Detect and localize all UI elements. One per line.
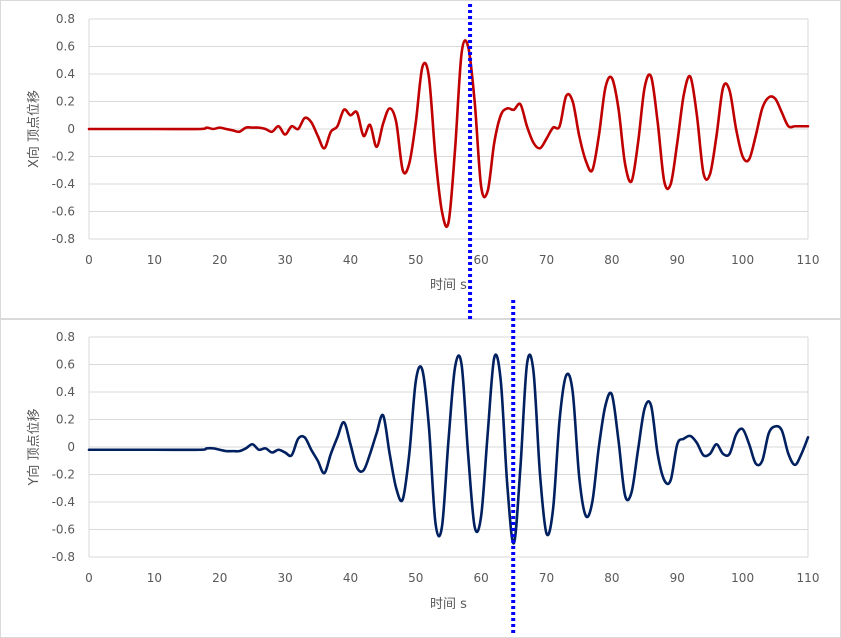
y-tick-label: -0.4: [52, 177, 75, 191]
y-tick-label: -0.6: [52, 523, 75, 537]
x-tick-label: 20: [212, 253, 227, 267]
y-tick-label: -0.4: [52, 495, 75, 509]
x-tick-label: 20: [212, 571, 227, 585]
y-tick-label: 0: [67, 440, 75, 454]
x-tick-label: 10: [147, 253, 162, 267]
chart-y-displacement: 0.8 0.6 0.4 0.2 0 -0.2 -0.4 -0.6 -0.8 0 10 20 30 40 50…: [26, 330, 819, 612]
x-tick-label: 10: [147, 571, 162, 585]
series-line: [87, 39, 810, 228]
x-tick-label: 90: [670, 253, 685, 267]
x-tick-label: 70: [539, 253, 554, 267]
x-axis-title: 时间 s: [430, 278, 467, 293]
x-tick-label: 40: [343, 571, 358, 585]
x-tick-label: 50: [408, 253, 423, 267]
x-tick-label: 80: [604, 571, 619, 585]
y-axis-title: X向 顶点位移: [26, 90, 42, 168]
x-tick-label: 30: [277, 571, 292, 585]
x-tick-label: 50: [408, 571, 423, 585]
x-axis-title: 时间 s: [430, 597, 467, 612]
series-line: [87, 353, 810, 545]
x-tick-label: 90: [670, 571, 685, 585]
chart-x-displacement: 0.8 0.6 0.4 0.2 0 -0.2 -0.4 -0.6 -0.8 0 10 20 30 40 50…: [26, 12, 819, 293]
x-tick-label: 100: [731, 253, 754, 267]
y-tick-label: 0.8: [56, 330, 75, 344]
x-tick-label: 0: [85, 253, 93, 267]
x-tick-label: 110: [797, 571, 820, 585]
marker-lines: [468, 4, 516, 636]
y-tick-label: -0.6: [52, 205, 75, 219]
x-tick-label: 0: [85, 571, 93, 585]
y-tick-label: 0.8: [56, 12, 75, 26]
y-tick-label: 0.6: [56, 40, 75, 54]
y-tick-label: -0.8: [52, 232, 75, 246]
y-tick-label: 0.4: [56, 385, 75, 399]
y-tick-label: 0.2: [56, 95, 75, 109]
x-tick-label: 60: [474, 571, 489, 585]
x-tick-label: 60: [474, 253, 489, 267]
x-tick-label: 40: [343, 253, 358, 267]
y-axis-title: Y向 顶点位移: [26, 408, 42, 486]
y-tick-label: -0.8: [52, 550, 75, 564]
y-tick-label: 0.4: [56, 67, 75, 81]
x-tick-label: 80: [604, 253, 619, 267]
y-tick-label: -0.2: [52, 468, 75, 482]
x-tick-label: 100: [731, 571, 754, 585]
x-tick-label: 30: [277, 253, 292, 267]
y-tick-label: 0.6: [56, 358, 75, 372]
y-tick-label: 0.2: [56, 413, 75, 427]
y-tick-label: 0: [67, 122, 75, 136]
y-tick-label: -0.2: [52, 150, 75, 164]
x-tick-label: 70: [539, 571, 554, 585]
x-tick-label: 110: [797, 253, 820, 267]
